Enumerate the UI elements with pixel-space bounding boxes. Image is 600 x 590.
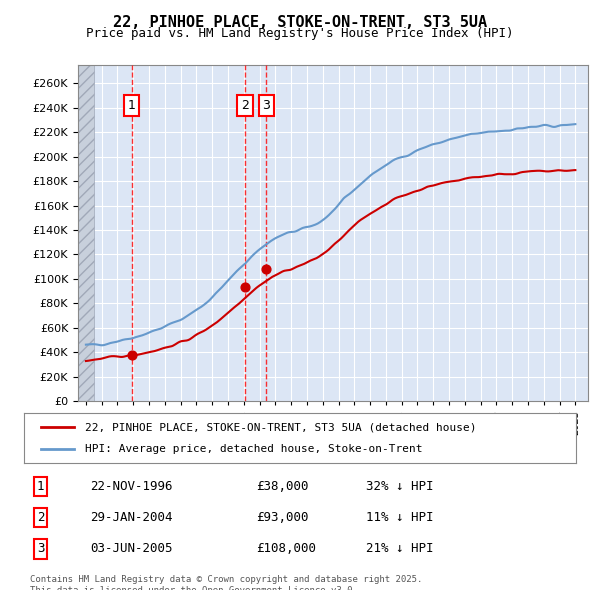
- Text: Price paid vs. HM Land Registry's House Price Index (HPI): Price paid vs. HM Land Registry's House …: [86, 27, 514, 40]
- Point: [127, 350, 136, 359]
- Text: 2: 2: [241, 99, 249, 112]
- Point: [240, 283, 250, 292]
- Text: 22, PINHOE PLACE, STOKE-ON-TRENT, ST3 5UA: 22, PINHOE PLACE, STOKE-ON-TRENT, ST3 5U…: [113, 15, 487, 30]
- Text: 32% ↓ HPI: 32% ↓ HPI: [366, 480, 434, 493]
- Text: 2: 2: [37, 511, 44, 525]
- Bar: [78, 65, 94, 401]
- Text: 22, PINHOE PLACE, STOKE-ON-TRENT, ST3 5UA (detached house): 22, PINHOE PLACE, STOKE-ON-TRENT, ST3 5U…: [85, 422, 476, 432]
- Text: £108,000: £108,000: [256, 542, 316, 555]
- Text: 3: 3: [37, 542, 44, 555]
- Text: £38,000: £38,000: [256, 480, 308, 493]
- Text: 11% ↓ HPI: 11% ↓ HPI: [366, 511, 434, 525]
- Text: Contains HM Land Registry data © Crown copyright and database right 2025.
This d: Contains HM Land Registry data © Crown c…: [30, 575, 422, 590]
- Text: 29-JAN-2004: 29-JAN-2004: [90, 511, 173, 525]
- Text: HPI: Average price, detached house, Stoke-on-Trent: HPI: Average price, detached house, Stok…: [85, 444, 422, 454]
- Text: 3: 3: [262, 99, 270, 112]
- Text: 22-NOV-1996: 22-NOV-1996: [90, 480, 173, 493]
- Text: 21% ↓ HPI: 21% ↓ HPI: [366, 542, 434, 555]
- Text: 1: 1: [37, 480, 44, 493]
- Text: 1: 1: [128, 99, 136, 112]
- Text: £93,000: £93,000: [256, 511, 308, 525]
- Text: 03-JUN-2005: 03-JUN-2005: [90, 542, 173, 555]
- Point: [262, 264, 271, 274]
